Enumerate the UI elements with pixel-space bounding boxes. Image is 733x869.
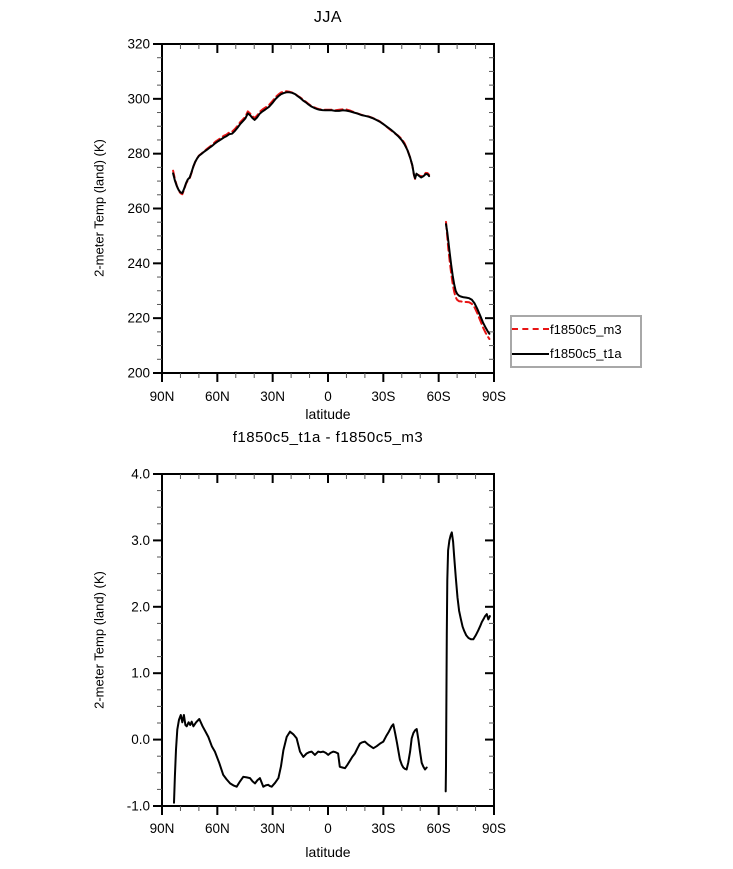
y-tick-label: 200: [127, 366, 150, 381]
y-tick-label: 3.0: [131, 533, 150, 548]
y-tick-label: 280: [127, 146, 150, 161]
bottom-chart-y-axis-label: 2-meter Temp (land) (K): [91, 571, 107, 709]
y-tick-label: 240: [127, 256, 150, 271]
x-tick-label: 0: [324, 821, 332, 836]
bottom-chart-title: f1850c5_t1a - f1850c5_m3: [232, 429, 424, 446]
series-line-f1850c5-t1a-seg1: [445, 223, 491, 335]
x-tick-label: 30S: [371, 821, 395, 836]
series-line-f1850c5-t1a-f1850c5-m3-seg0: [173, 714, 428, 804]
series-line-f1850c5-m3-seg0: [172, 90, 431, 196]
legend-label-t1a: f1850c5_t1a: [550, 346, 622, 362]
panel-1-frame: [161, 473, 495, 807]
y-tick-label: -1.0: [127, 799, 150, 814]
top-chart-y-axis-label: 2-meter Temp (land) (K): [91, 139, 107, 277]
bottom-chart-x-axis-label: latitude: [305, 844, 351, 860]
x-tick-label: 90S: [482, 821, 506, 836]
series-line-f1850c5-t1a-seg0: [172, 91, 431, 195]
x-tick-label: 90N: [150, 821, 175, 836]
y-tick-label: 0.0: [131, 732, 150, 747]
x-tick-label: 60S: [427, 389, 451, 404]
x-tick-label: 90N: [150, 389, 175, 404]
legend-dashed-red-line-sample: [512, 328, 549, 331]
y-tick-label: 320: [127, 37, 150, 52]
x-tick-label: 90S: [482, 389, 506, 404]
y-tick-label: 1.0: [131, 666, 150, 681]
y-tick-label: 260: [127, 201, 150, 216]
legend-label-m3: f1850c5_m3: [550, 321, 622, 337]
y-tick-label: 220: [127, 311, 150, 326]
legend-entry-m3: f1850c5_m3: [512, 317, 640, 341]
y-tick-label: 4.0: [131, 467, 150, 482]
top-chart-x-axis-label: latitude: [305, 406, 351, 422]
panel-0-frame: [161, 43, 495, 374]
legend-solid-black-line-sample: [512, 352, 549, 355]
x-tick-label: 30N: [260, 821, 285, 836]
series-line-f1850c5-t1a-f1850c5-m3-seg1: [444, 531, 491, 793]
x-tick-label: 30S: [371, 389, 395, 404]
x-tick-label: 0: [324, 389, 332, 404]
x-tick-label: 60S: [427, 821, 451, 836]
x-tick-label: 60N: [205, 389, 230, 404]
legend: f1850c5_m3 f1850c5_t1a: [510, 315, 642, 368]
y-tick-label: 2.0: [131, 599, 150, 614]
legend-entry-t1a: f1850c5_t1a: [512, 342, 640, 366]
x-tick-label: 30N: [260, 389, 285, 404]
x-tick-label: 60N: [205, 821, 230, 836]
top-chart-title: JJA: [313, 9, 343, 26]
y-tick-label: 300: [127, 91, 150, 106]
series-line-f1850c5-m3-seg1: [445, 220, 491, 340]
